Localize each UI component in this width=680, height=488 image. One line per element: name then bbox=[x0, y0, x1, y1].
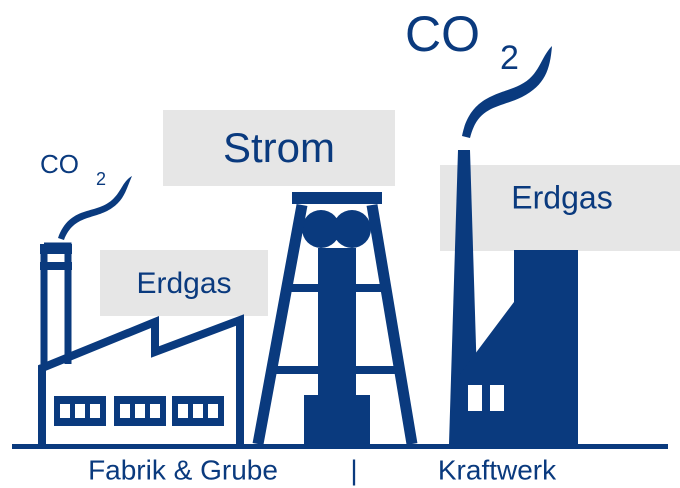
footer-separator: | bbox=[350, 454, 357, 485]
footer-label: Fabrik & Grube bbox=[88, 454, 278, 485]
mine-headframe bbox=[258, 192, 412, 444]
ground-line bbox=[12, 444, 668, 449]
illustration: CO 2 CO 2 Strom Erdgas Erdgas Fabrik & G… bbox=[0, 0, 680, 488]
footer-label: Kraftwerk bbox=[438, 454, 557, 485]
box-label: Erdgas bbox=[511, 179, 612, 215]
emission-label: CO bbox=[405, 6, 480, 62]
emission-subscript: 2 bbox=[500, 39, 519, 77]
emission-subscript: 2 bbox=[96, 169, 106, 189]
box-label: Strom bbox=[223, 124, 335, 171]
box-label: Erdgas bbox=[136, 267, 231, 300]
emission-label: CO bbox=[40, 149, 79, 179]
